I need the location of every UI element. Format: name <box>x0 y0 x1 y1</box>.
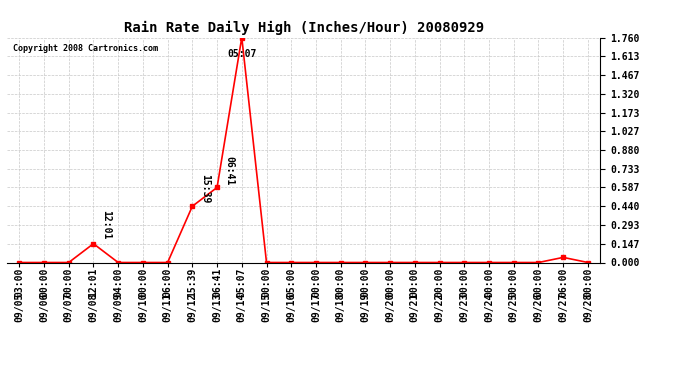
Text: 09/18: 09/18 <box>336 293 346 322</box>
Text: 09/17: 09/17 <box>311 293 321 322</box>
Text: Copyright 2008 Cartronics.com: Copyright 2008 Cartronics.com <box>13 44 158 53</box>
Text: 09/14: 09/14 <box>237 293 247 322</box>
Text: 09/11: 09/11 <box>163 293 172 322</box>
Text: 09/26: 09/26 <box>533 293 544 322</box>
Text: 09/23: 09/23 <box>460 293 469 322</box>
Text: 09/24: 09/24 <box>484 293 494 322</box>
Text: 09/19: 09/19 <box>360 293 371 322</box>
Text: 09/27: 09/27 <box>558 293 568 322</box>
Text: 09/16: 09/16 <box>286 293 296 322</box>
Text: 09/28: 09/28 <box>583 293 593 322</box>
Text: 09/06: 09/06 <box>39 293 49 322</box>
Text: 05:07: 05:07 <box>227 49 257 59</box>
Text: 15:39: 15:39 <box>200 174 210 204</box>
Text: 09/25: 09/25 <box>509 293 519 322</box>
Text: 09/07: 09/07 <box>63 293 74 322</box>
Text: 09/12: 09/12 <box>188 293 197 322</box>
Title: Rain Rate Daily High (Inches/Hour) 20080929: Rain Rate Daily High (Inches/Hour) 20080… <box>124 21 484 35</box>
Text: 09/09: 09/09 <box>113 293 123 322</box>
Text: 12:01: 12:01 <box>101 210 111 240</box>
Text: 09/05: 09/05 <box>14 293 24 322</box>
Text: 09/22: 09/22 <box>435 293 444 322</box>
Text: 06:41: 06:41 <box>224 156 235 185</box>
Text: 09/10: 09/10 <box>138 293 148 322</box>
Text: 09/15: 09/15 <box>262 293 271 322</box>
Text: 09/20: 09/20 <box>385 293 395 322</box>
Text: 09/21: 09/21 <box>410 293 420 322</box>
Text: 09/08: 09/08 <box>88 293 99 322</box>
Text: 09/13: 09/13 <box>212 293 222 322</box>
